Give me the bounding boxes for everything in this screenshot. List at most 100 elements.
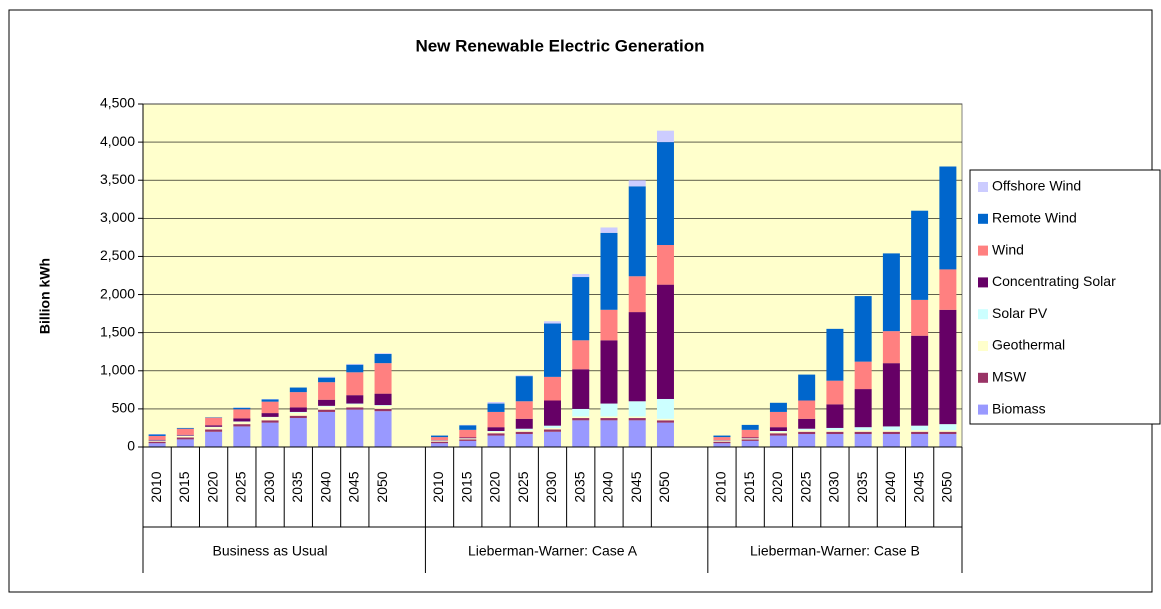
- y-tick-label: 3,500: [100, 171, 135, 187]
- bar-segment: [572, 409, 589, 417]
- bar-segment: [177, 435, 194, 436]
- legend-label: Biomass: [992, 400, 1046, 416]
- y-axis-label: Billion kWh: [37, 258, 53, 334]
- legend-label: Concentrating Solar: [992, 273, 1116, 289]
- bar-segment: [770, 431, 787, 432]
- bar-segment: [318, 407, 335, 410]
- bar-segment: [826, 404, 843, 428]
- bar-segment: [233, 408, 250, 410]
- bar-segment: [770, 412, 787, 427]
- bar-segment: [431, 441, 448, 442]
- bar-segment: [911, 434, 928, 447]
- bar-segment: [826, 381, 843, 405]
- bar-segment: [262, 402, 279, 413]
- bar-segment: [431, 436, 448, 438]
- bar-segment: [488, 402, 505, 404]
- bar-segment: [459, 437, 476, 438]
- bar-segment: [375, 394, 392, 405]
- bar-segment: [459, 430, 476, 438]
- bar-segment: [544, 377, 561, 401]
- bar-segment: [233, 426, 250, 447]
- x-tick-label: 2050: [939, 471, 955, 502]
- bar-segment: [742, 439, 759, 441]
- bar-segment: [826, 430, 843, 432]
- bar-segment: [290, 412, 307, 413]
- bar-segment: [488, 432, 505, 434]
- bar-segment: [149, 434, 166, 436]
- bar-segment: [600, 404, 617, 417]
- bar-segment: [488, 412, 505, 427]
- legend-label: Wind: [992, 241, 1024, 257]
- bar-segment: [233, 424, 250, 426]
- bar-segment: [318, 412, 335, 447]
- bar-segment: [544, 321, 561, 323]
- legend-label: Geothermal: [992, 337, 1065, 353]
- bar-segment: [911, 430, 928, 432]
- bar-segment: [346, 410, 363, 447]
- y-tick-label: 4,000: [100, 133, 135, 149]
- bar-segment: [742, 430, 759, 438]
- bar-segment: [346, 364, 363, 365]
- bar-segment: [911, 426, 928, 431]
- bar-segment: [657, 420, 674, 422]
- x-tick-label: 2035: [289, 471, 305, 502]
- bar-segment: [798, 434, 815, 447]
- legend-box: [970, 170, 1160, 424]
- bar-segment: [233, 409, 250, 418]
- bar-segment: [883, 253, 900, 331]
- bar-segment: [431, 443, 448, 447]
- x-tick-label: 2050: [656, 471, 672, 502]
- x-tick-label: 2035: [571, 471, 587, 502]
- bar-segment: [177, 436, 194, 438]
- bar-segment: [290, 392, 307, 407]
- bar-segment: [233, 418, 250, 421]
- bar-segment: [177, 437, 194, 439]
- bar-segment: [544, 428, 561, 430]
- legend-swatch: [978, 277, 988, 287]
- bar-segment: [911, 432, 928, 434]
- bar-segment: [770, 432, 787, 434]
- bar-segment: [516, 432, 533, 434]
- group-label: Lieberman-Warner: Case A: [468, 543, 638, 559]
- bar-segment: [290, 416, 307, 418]
- legend-label: Solar PV: [992, 305, 1048, 321]
- x-tick-label: 2020: [487, 471, 503, 502]
- bar-segment: [883, 331, 900, 363]
- bar-segment: [516, 429, 533, 431]
- bar-segment: [826, 329, 843, 381]
- x-tick-label: 2040: [882, 471, 898, 502]
- y-tick-label: 1,000: [100, 361, 135, 377]
- x-tick-label: 2035: [854, 471, 870, 502]
- bar-segment: [657, 399, 674, 419]
- bar-segment: [883, 430, 900, 432]
- bar-segment: [516, 419, 533, 429]
- bar-segment: [544, 432, 561, 447]
- bar-segment: [233, 422, 250, 424]
- bar-segment: [346, 372, 363, 395]
- bar-segment: [375, 405, 392, 406]
- bar-segment: [318, 410, 335, 412]
- bar-segment: [855, 430, 872, 432]
- bar-segment: [572, 274, 589, 277]
- x-tick-label: 2045: [910, 471, 926, 502]
- bar-segment: [742, 437, 759, 438]
- legend-swatch: [978, 309, 988, 319]
- bar-segment: [600, 310, 617, 340]
- bar-segment: [544, 429, 561, 431]
- bar-segment: [544, 324, 561, 377]
- bar-segment: [149, 442, 166, 444]
- bar-segment: [262, 420, 279, 422]
- y-tick-label: 2,000: [100, 285, 135, 301]
- bar-segment: [770, 433, 787, 435]
- bar-segment: [629, 186, 646, 276]
- bar-segment: [375, 354, 392, 363]
- bar-segment: [318, 406, 335, 407]
- bar-segment: [798, 432, 815, 434]
- bar-segment: [572, 277, 589, 340]
- bar-segment: [742, 439, 759, 440]
- bar-segment: [488, 431, 505, 432]
- bar-segment: [883, 426, 900, 430]
- bar-segment: [911, 336, 928, 426]
- x-tick-label: 2015: [741, 471, 757, 502]
- bar-segment: [713, 443, 730, 447]
